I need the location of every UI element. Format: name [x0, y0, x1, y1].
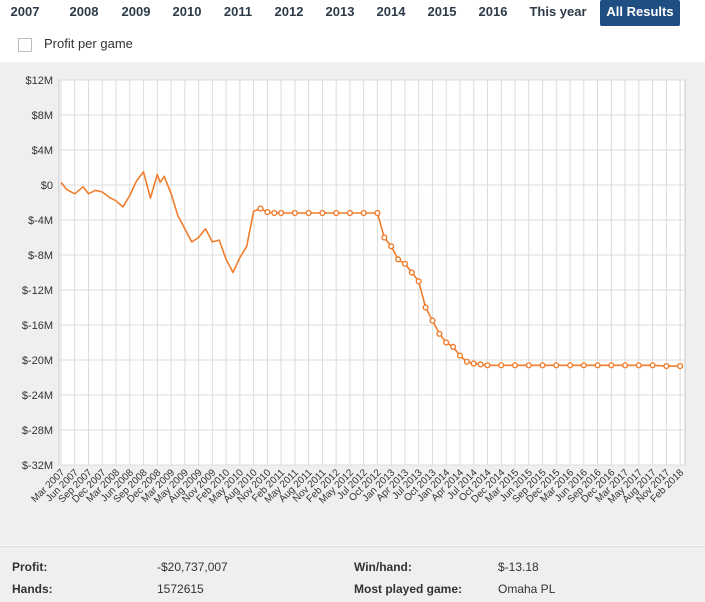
- profit-data-point: [360, 209, 367, 217]
- profit-data-point: [470, 360, 477, 367]
- profit-label: Profit:: [12, 560, 48, 574]
- tab-this-year[interactable]: This year: [529, 4, 587, 19]
- profit-data-point: [422, 304, 429, 311]
- y-tick-label: $-24M: [22, 390, 53, 402]
- profit-data-point: [278, 209, 285, 217]
- profit-data-point: [621, 362, 629, 369]
- options-bar: [0, 30, 705, 60]
- profit-data-point: [291, 209, 299, 217]
- profit-data-point: [649, 362, 656, 369]
- profit-data-point: [395, 256, 402, 263]
- tab-2016[interactable]: 2016: [478, 4, 508, 19]
- tab-2013[interactable]: 2013: [325, 4, 355, 19]
- plot-area: [58, 79, 686, 466]
- profit-data-point: [450, 343, 457, 351]
- profit-data-point: [436, 330, 443, 337]
- y-tick-label: $-28M: [22, 425, 53, 437]
- profit-data-point: [608, 362, 615, 369]
- profit-data-point: [374, 209, 381, 217]
- profit-data-point: [333, 209, 340, 217]
- y-tick-label: $0: [41, 180, 53, 192]
- y-tick-label: $12M: [25, 75, 53, 87]
- profit-data-point: [539, 362, 546, 369]
- profit-data-point: [676, 363, 684, 370]
- profit-data-point: [429, 317, 436, 324]
- chart-container: $12M $8M $4M $0 $-4M $-8M $-12M $-16M $-20M $-24M…: [0, 62, 705, 545]
- winhand-value: $-13.18: [498, 560, 539, 574]
- y-tick-label: $-8M: [28, 250, 53, 262]
- profit-per-game-label: Profit per game: [44, 36, 133, 51]
- profit-data-point: [346, 209, 354, 217]
- profit-data-point: [477, 361, 484, 368]
- profit-data-point: [663, 363, 670, 370]
- profit-data-point: [594, 362, 601, 369]
- profit-data-point: [401, 260, 409, 267]
- y-tick-label: $4M: [32, 145, 53, 157]
- profit-data-point: [415, 278, 422, 285]
- tab-2015[interactable]: 2015: [427, 4, 457, 19]
- tab-2014[interactable]: 2014: [376, 4, 406, 19]
- tab-2008[interactable]: 2008: [69, 4, 99, 19]
- profit-data-point: [305, 209, 312, 217]
- y-tick-label: $-32M: [22, 460, 53, 472]
- y-tick-label: $-20M: [22, 355, 53, 367]
- profit-data-point: [553, 362, 560, 369]
- profit-data-point: [511, 362, 519, 369]
- y-tick-label: $-12M: [22, 285, 53, 297]
- profit-value: -$20,737,007: [157, 560, 228, 574]
- y-tick-label: $-4M: [28, 215, 53, 227]
- profit-data-point: [443, 339, 450, 346]
- profit-data-point: [498, 362, 505, 369]
- winhand-label: Win/hand:: [354, 560, 412, 574]
- most-played-game-value: Omaha PL: [498, 582, 556, 596]
- tab-2007[interactable]: 2007: [10, 4, 40, 19]
- profit-data-point: [257, 205, 264, 212]
- profit-data-point: [271, 209, 278, 217]
- y-tick-label: $8M: [32, 110, 53, 122]
- most-played-game-label: Most played game:: [354, 582, 463, 596]
- tab-2010[interactable]: 2010: [172, 4, 202, 19]
- stats-footer: Profit: -$20,737,007 Win/hand: $-13.18 H…: [0, 546, 705, 602]
- profit-per-game-checkbox[interactable]: [18, 38, 32, 52]
- hands-label: Hands:: [12, 582, 53, 596]
- profit-data-point: [388, 243, 395, 250]
- tab-2009[interactable]: 2009: [121, 4, 151, 19]
- profit-data-point: [566, 362, 574, 369]
- tab-2011[interactable]: 2011: [223, 4, 253, 19]
- profit-chart: $12M $8M $4M $0 $-4M $-8M $-12M $-16M $-20M $-24M…: [22, 75, 687, 506]
- profit-data-point: [484, 362, 491, 369]
- profit-data-point: [408, 269, 415, 276]
- profit-data-point: [463, 358, 471, 365]
- profit-data-point: [264, 209, 271, 216]
- year-tabs: 2007 2008 2009 2010 2011 2012 2013 2014 …: [0, 0, 705, 27]
- profit-data-point: [319, 209, 326, 217]
- profit-data-point: [635, 362, 642, 369]
- profit-data-point: [456, 352, 464, 359]
- y-tick-label: $-16M: [22, 320, 53, 332]
- profit-data-point: [525, 362, 532, 369]
- profit-data-point: [381, 234, 388, 241]
- profit-data-point: [580, 362, 587, 369]
- tab-2012[interactable]: 2012: [274, 4, 304, 19]
- hands-value: 1572615: [157, 582, 204, 596]
- tab-all-results[interactable]: All Results: [600, 0, 680, 26]
